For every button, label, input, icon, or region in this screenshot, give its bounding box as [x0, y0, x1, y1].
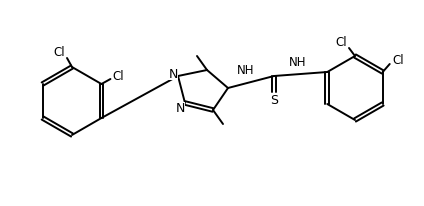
Text: N: N [168, 67, 178, 80]
Text: Cl: Cl [113, 70, 124, 83]
Text: N: N [175, 102, 185, 115]
Text: Cl: Cl [392, 53, 404, 66]
Text: NH: NH [237, 64, 255, 77]
Text: NH: NH [289, 56, 307, 69]
Text: Cl: Cl [53, 46, 65, 59]
Text: S: S [270, 93, 278, 106]
Text: Cl: Cl [335, 36, 347, 49]
